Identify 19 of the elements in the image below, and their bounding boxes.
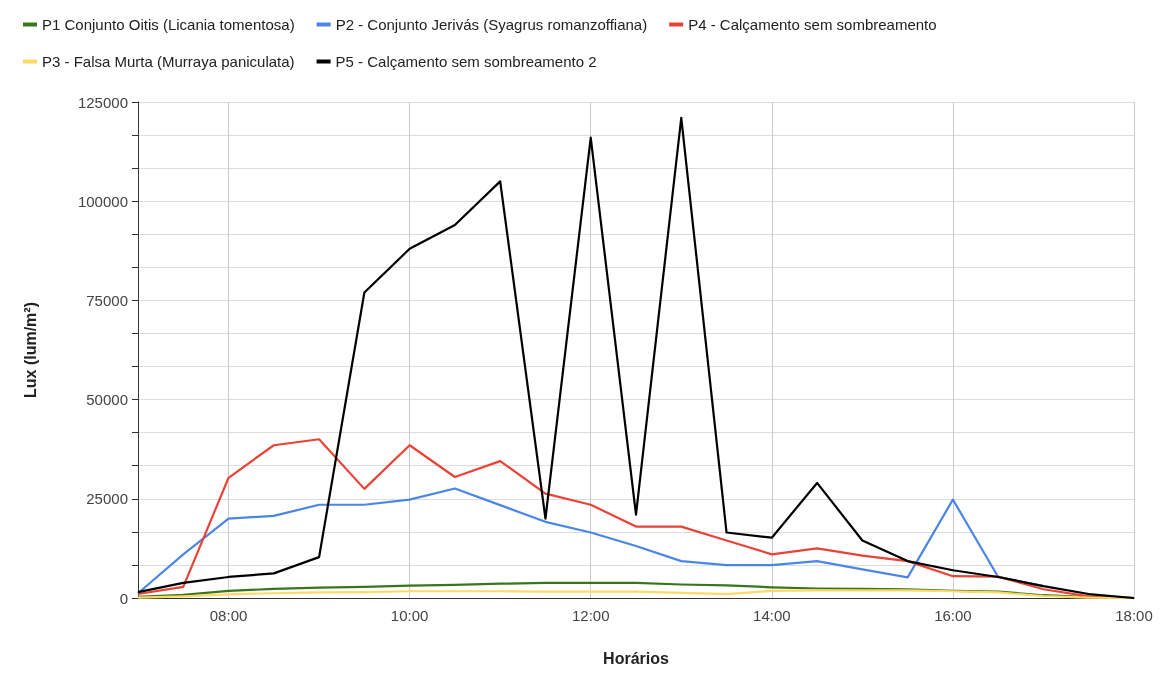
y-tick-label: 100000 xyxy=(77,192,128,210)
legend-label: P4 - Calçamento sem sombreamento xyxy=(688,16,937,33)
y-tick-label: 50000 xyxy=(86,391,128,409)
legend-label: P2 - Conjunto Jerivás (Syagrus romanzoffiana) xyxy=(335,16,648,33)
x-tick-label: 08:00 xyxy=(209,607,248,624)
x-axis-title: Horários xyxy=(603,649,669,667)
x-tick-label: 14:00 xyxy=(753,607,791,624)
x-tick-label: 16:00 xyxy=(934,607,972,624)
y-tick-label: 0 xyxy=(119,589,128,607)
legend-label: P5 - Calçamento sem sombreamento 2 xyxy=(335,53,597,70)
legend-label: P3 - Falsa Murta (Murraya paniculata) xyxy=(42,53,295,70)
y-tick-label: 25000 xyxy=(86,490,128,508)
x-tick-label: 18:00 xyxy=(1115,607,1153,624)
y-tick-label: 125000 xyxy=(77,93,128,111)
y-tick-label: 75000 xyxy=(86,291,128,309)
y-axis-title: Lux (lum/m²) xyxy=(21,302,39,398)
legend-label: P1 Conjunto Oitis (Licania tomentosa) xyxy=(42,16,295,33)
x-tick-label: 12:00 xyxy=(571,607,610,624)
x-tick-label: 10:00 xyxy=(390,607,429,624)
